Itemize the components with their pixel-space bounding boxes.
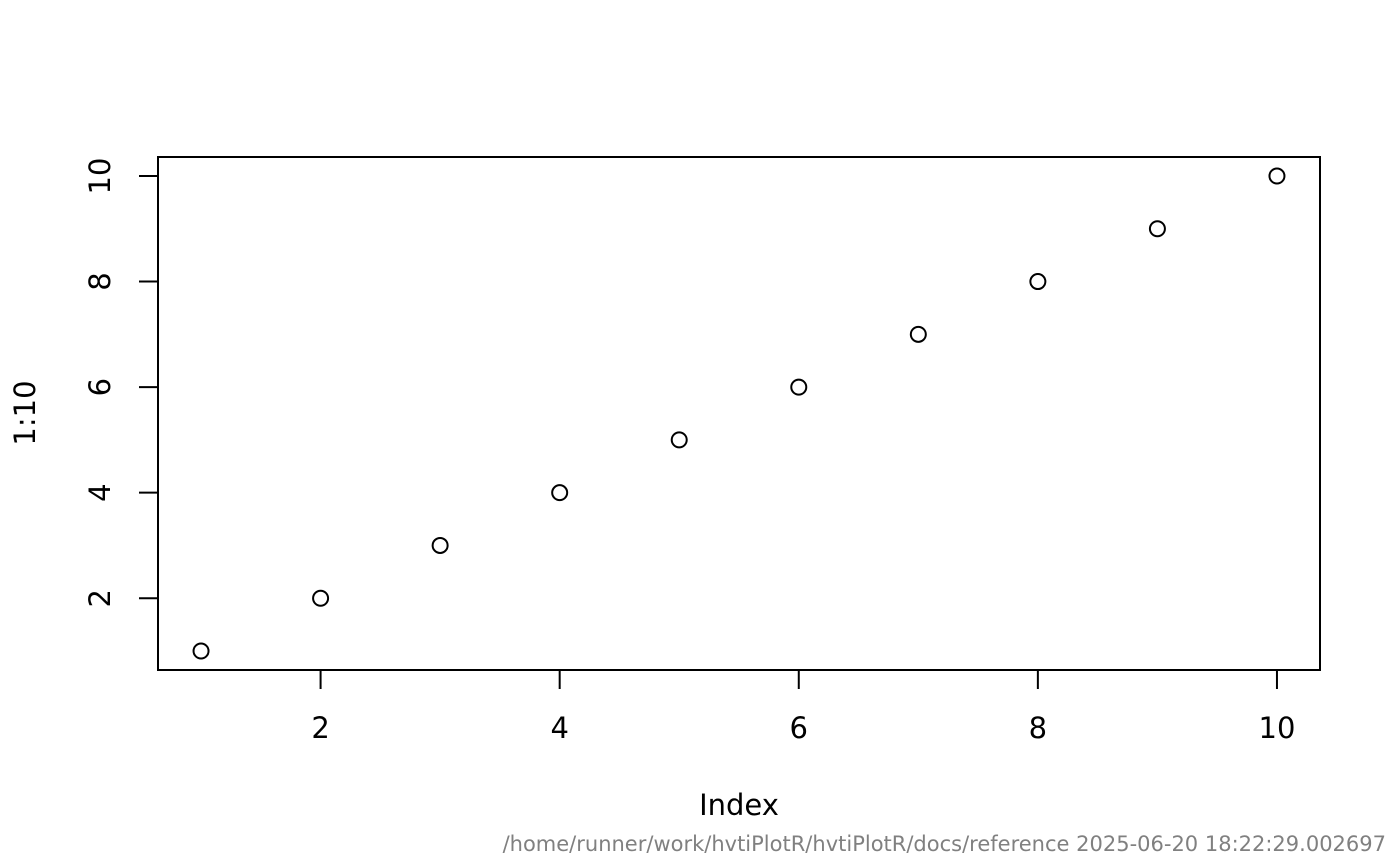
- y-tick-label: 6: [83, 378, 117, 396]
- y-axis: 2 4 6 8 10: [83, 158, 158, 607]
- y-tick-label: 10: [83, 158, 117, 195]
- x-tick-label: 4: [550, 711, 568, 745]
- y-tick-label: 8: [83, 272, 117, 290]
- x-tick-label: 6: [790, 711, 808, 745]
- data-point: [1148, 220, 1166, 238]
- x-tick-label: 2: [311, 711, 329, 745]
- data-point: [551, 484, 569, 502]
- data-point: [1029, 273, 1047, 291]
- x-axis: 2 4 6 8 10: [311, 670, 1295, 745]
- x-tick-label: 10: [1259, 711, 1296, 745]
- x-tick-label: 8: [1029, 711, 1047, 745]
- data-point: [192, 642, 210, 660]
- y-axis-title: 1:10: [8, 380, 42, 445]
- y-tick-label: 4: [83, 483, 117, 501]
- data-point: [909, 325, 927, 343]
- x-axis-title: Index: [699, 788, 779, 822]
- data-point: [1268, 167, 1286, 185]
- data-point: [431, 536, 449, 554]
- plot-frame: [157, 156, 1321, 671]
- data-point: [670, 431, 688, 449]
- y-tick-label: 2: [83, 589, 117, 607]
- data-point: [790, 378, 808, 396]
- data-points: [192, 167, 1286, 660]
- footer-path-timestamp: /home/runner/work/hvtiPlotR/hvtiPlotR/do…: [502, 832, 1386, 856]
- data-point: [312, 589, 330, 607]
